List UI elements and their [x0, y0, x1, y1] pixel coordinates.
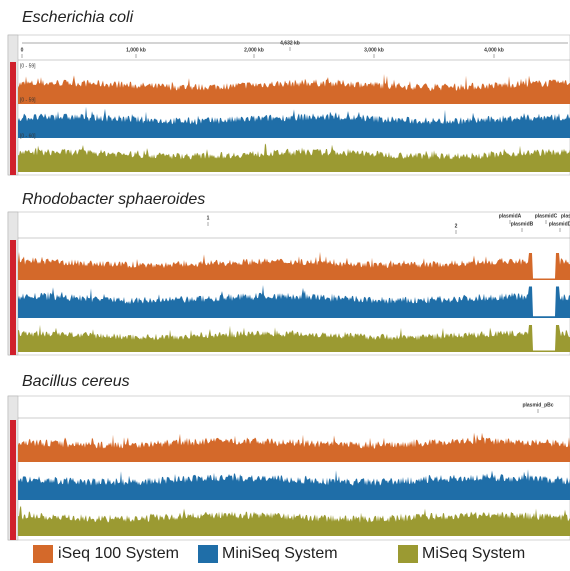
- coverage-track: [18, 74, 570, 104]
- ruler-label: 1,000 kb: [126, 47, 146, 53]
- coverage-track: [18, 251, 570, 280]
- coverage-track: [18, 324, 570, 352]
- track-range: [0 - 60]: [20, 133, 36, 139]
- ruler-label: 4,632 kb: [280, 40, 300, 46]
- panel-frame: [7, 211, 570, 356]
- ruler-label: plasmidD: [549, 221, 570, 227]
- ruler-label: 2,000 kb: [244, 47, 264, 53]
- coverage-track: [18, 143, 570, 172]
- legend-swatch: [198, 545, 218, 563]
- coverage-track: [18, 505, 570, 536]
- coverage-track: [18, 285, 570, 318]
- legend-swatch: [398, 545, 418, 563]
- ruler-label: plasmidC: [535, 213, 558, 219]
- legend-label: MiniSeq System: [222, 545, 338, 562]
- panel-title: Bacillus cereus: [22, 373, 130, 390]
- track-range: [0 - 59]: [20, 63, 36, 69]
- ruler-label: plasmidA: [499, 213, 522, 219]
- ruler-label: plasmidE: [561, 213, 570, 219]
- ruler-label: plasmidB: [511, 221, 534, 227]
- panel-frame: [7, 34, 570, 176]
- panel-title: Escherichia coli: [22, 9, 134, 26]
- legend-swatch: [33, 545, 53, 563]
- side-marker: [10, 62, 16, 175]
- ruler-label: 3,000 kb: [364, 47, 384, 53]
- panel-title: Rhodobacter sphaeroides: [22, 191, 205, 208]
- coverage-track: [18, 469, 570, 500]
- coverage-track: [18, 106, 570, 138]
- legend-label: iSeq 100 System: [58, 545, 179, 562]
- legend-label: MiSeq System: [422, 545, 525, 562]
- ruler-label: 2: [455, 223, 458, 229]
- ruler-label: plasmid_pBc: [522, 402, 553, 408]
- ruler-label: 0: [21, 47, 24, 53]
- coverage-track: [18, 432, 570, 462]
- side-marker: [10, 240, 16, 355]
- track-range: [0 - 59]: [20, 97, 36, 103]
- ruler-label: 1: [207, 215, 210, 221]
- side-marker: [10, 420, 16, 540]
- ruler-label: 4,000 kb: [484, 47, 504, 53]
